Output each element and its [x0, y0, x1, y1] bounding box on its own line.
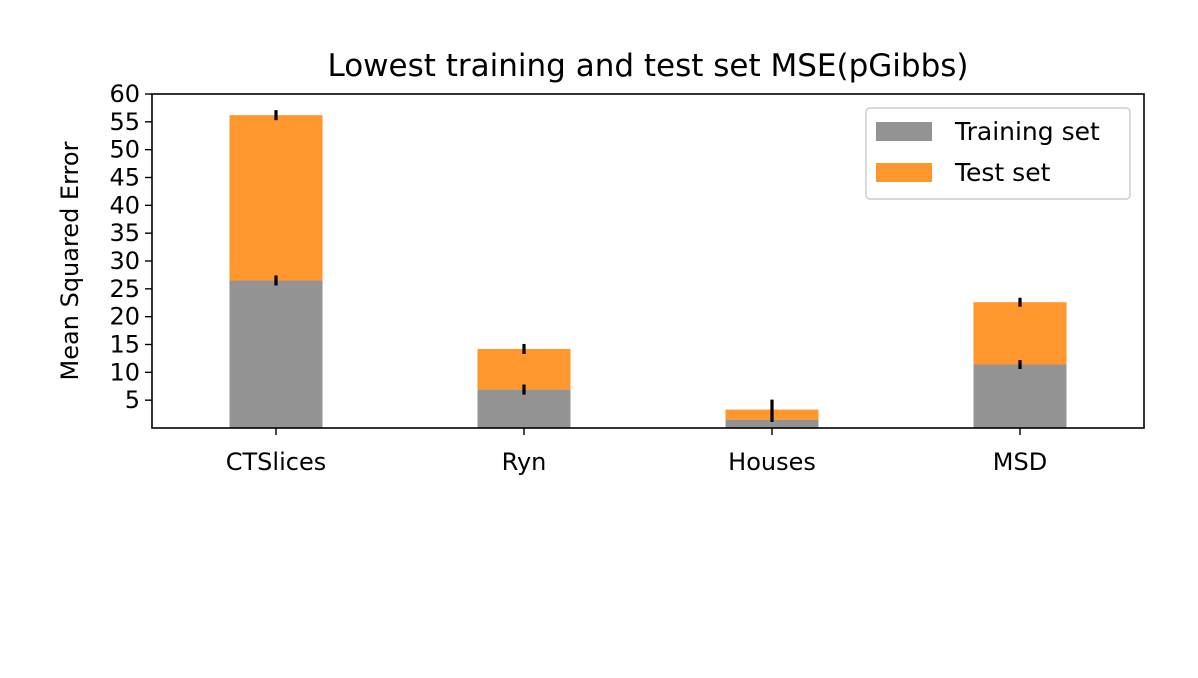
y-tick-label: 50: [109, 136, 140, 164]
legend-label-test: Test set: [954, 158, 1051, 187]
error-bars-layer: [274, 110, 1022, 422]
y-tick-label: 15: [109, 331, 140, 359]
y-tick-label: 45: [109, 164, 140, 192]
x-tick-label: Houses: [728, 448, 816, 476]
legend-label-training: Training set: [954, 117, 1100, 146]
y-tick-label: 60: [109, 80, 140, 108]
y-tick-label: 20: [109, 303, 140, 331]
y-tick-label: 35: [109, 219, 140, 247]
chart-title: Lowest training and test set MSE(pGibbs): [327, 48, 968, 84]
x-tick-label: CTSlices: [226, 448, 326, 476]
bar-ryn-training: [477, 389, 571, 428]
legend: Training set Test set: [865, 107, 1131, 200]
y-tick-label: 5: [125, 386, 140, 414]
bar-houses-training: [725, 419, 819, 428]
x-tick-label: Ryn: [502, 448, 547, 476]
legend-swatch-test: [876, 163, 932, 182]
y-tick-label: 40: [109, 191, 140, 219]
x-tick-label: MSD: [993, 448, 1047, 476]
y-axis-label: Mean Squared Error: [56, 141, 84, 380]
y-tick-label: 10: [109, 358, 140, 386]
y-tick-label: 55: [109, 108, 140, 136]
bar-ryn-test: [477, 348, 571, 390]
y-tick-label: 25: [109, 275, 140, 303]
bar-msd-test: [973, 302, 1067, 365]
y-tick-label: 30: [109, 247, 140, 275]
bar-msd-training: [973, 364, 1067, 428]
bar-ctslices-test: [229, 115, 323, 281]
bar-ctslices-training: [229, 280, 323, 428]
x-axis: CTSlices Ryn Houses MSD: [226, 428, 1047, 476]
legend-swatch-training: [876, 122, 932, 141]
